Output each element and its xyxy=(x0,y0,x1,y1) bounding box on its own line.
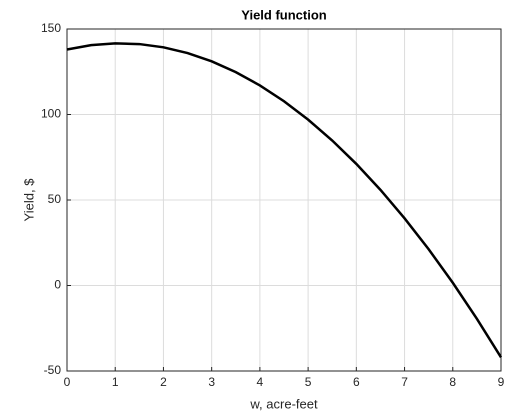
x-tick-label: 3 xyxy=(208,375,215,389)
y-tick-label: -50 xyxy=(44,363,62,377)
x-tick-label: 8 xyxy=(449,375,456,389)
x-tick-label: 5 xyxy=(305,375,312,389)
y-tick-label: 50 xyxy=(48,192,62,206)
x-tick-label: 9 xyxy=(498,375,505,389)
plot-frame xyxy=(66,28,502,372)
y-tick-label: 100 xyxy=(41,107,61,121)
x-tick-label: 2 xyxy=(160,375,167,389)
line xyxy=(66,42,503,358)
y-tick-label: 150 xyxy=(41,21,61,35)
x-tick-label: 6 xyxy=(353,375,360,389)
x-tick-label: 4 xyxy=(257,375,264,389)
x-tick-label: 1 xyxy=(112,375,119,389)
chart-title: Yield function xyxy=(241,7,327,22)
y-axis-label: Yield, $ xyxy=(21,178,36,222)
x-axis-label: w, acre-feet xyxy=(249,396,318,411)
y-tick-label: 0 xyxy=(54,278,61,292)
x-tick-label: 7 xyxy=(401,375,408,389)
x-tick-label: 0 xyxy=(64,375,71,389)
